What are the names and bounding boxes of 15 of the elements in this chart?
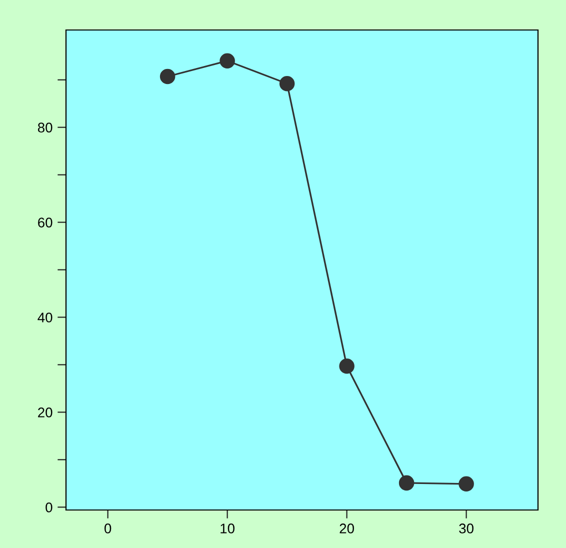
x-tick-label: 0 xyxy=(104,524,112,534)
x-tick-label: 10 xyxy=(220,524,234,534)
y-tick-label: 20 xyxy=(38,408,52,418)
point xyxy=(220,53,235,68)
y-tick-label: 40 xyxy=(38,312,52,322)
point xyxy=(279,76,295,92)
x-tick-label: 20 xyxy=(340,524,354,534)
point xyxy=(160,68,176,84)
y-tick-label: 60 xyxy=(38,218,52,228)
point xyxy=(458,476,474,492)
y-tick-label: 0 xyxy=(46,502,52,512)
x-tick-label: 30 xyxy=(459,524,474,534)
point xyxy=(398,475,414,491)
point xyxy=(339,358,354,374)
y-tick-label: 80 xyxy=(38,122,52,132)
